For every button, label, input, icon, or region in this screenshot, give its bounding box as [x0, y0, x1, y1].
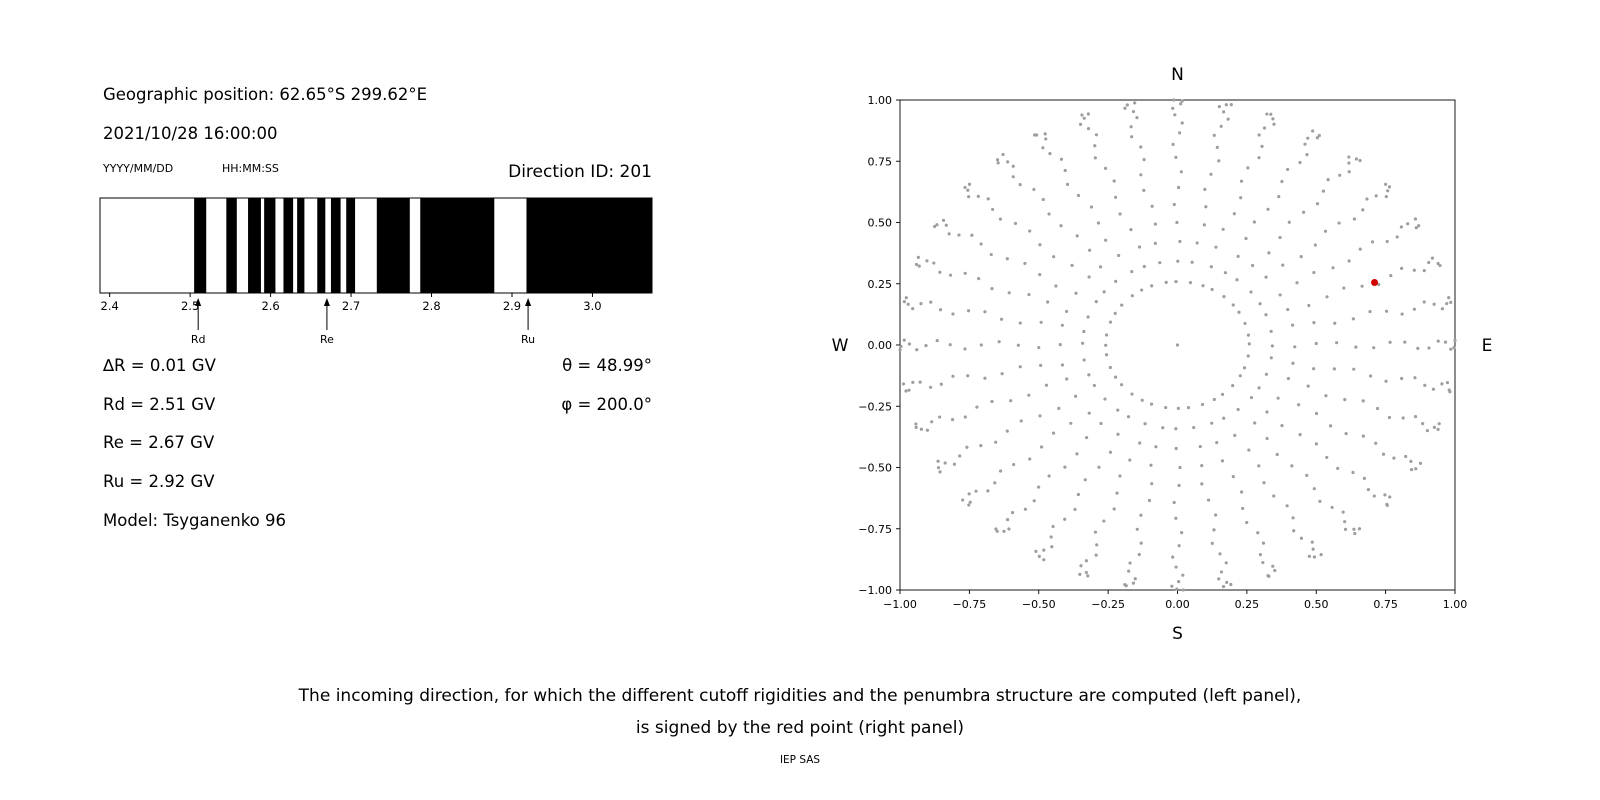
penumbra-tick-label: 2.4: [101, 299, 119, 313]
marker-label: Re: [320, 333, 334, 346]
skymap-y-tick-label: −1.00: [858, 584, 892, 597]
skymap-x-tick-label: −0.50: [1022, 598, 1056, 611]
penumbra-tick-label: 2.5: [181, 299, 199, 313]
skymap-x-tick-label: 0.25: [1235, 598, 1260, 611]
cutoff-rigidity-markers: Rd Re Ru: [191, 298, 535, 346]
penumbra-band: [330, 198, 341, 293]
skymap-y-tick-label: 0.75: [868, 155, 893, 168]
time-format-label: HH:MM:SS: [222, 162, 279, 175]
penumbra-band: [248, 198, 261, 293]
caption-line-2: is signed by the red point (right panel): [635, 718, 965, 738]
skymap-x-tick-label: −0.25: [1091, 598, 1125, 611]
penumbra-band: [194, 198, 207, 293]
penumbra-band: [526, 198, 652, 293]
penumbra-band: [264, 198, 276, 293]
skymap-y-tick-label: 0.50: [868, 217, 893, 230]
penumbra-chart-svg: 2.4 2.5 2.6 2.7 2.8 2.9 3.0 Rd Re Ru: [99, 197, 653, 346]
skymap-y-tick-label: 0.25: [868, 278, 893, 291]
geo-position-text: Geographic position: 62.65°S 299.62°E: [103, 85, 428, 104]
compass-south-label: S: [1172, 624, 1183, 644]
skymap-y-tick-label: 1.00: [868, 94, 893, 107]
penumbra-tick-label: 2.8: [422, 299, 440, 313]
direction-plot-svg: −1.00 −0.75 −0.50 −0.25 0.00 0.25 0.50 0.75 1.00…: [832, 65, 1493, 644]
skymap-y-tick-label: 0.00: [868, 339, 893, 352]
penumbra-band: [376, 198, 410, 293]
marker-arrow-head: [195, 298, 202, 306]
skymap-y-tick-label: −0.75: [858, 523, 892, 536]
compass-west-label: W: [832, 336, 849, 356]
penumbra-allowed-bands: [194, 198, 652, 293]
penumbra-band: [226, 198, 237, 293]
credit-text: IEP SAS: [779, 754, 821, 766]
skymap-x-tick-label: −1.00: [883, 598, 917, 611]
penumbra-band: [420, 198, 495, 293]
penumbra-band: [297, 198, 305, 293]
theta-value: θ = 48.99°: [562, 356, 652, 375]
compass-east-label: E: [1482, 336, 1493, 356]
skymap-x-tick-label: −0.75: [953, 598, 987, 611]
ru-value: Ru = 2.92 GV: [103, 472, 215, 491]
penumbra-tick-label: 2.7: [342, 299, 360, 313]
penumbra-band: [317, 198, 326, 293]
date-format-label: YYYY/MM/DD: [103, 162, 174, 175]
marker-label: Ru: [521, 333, 535, 346]
direction-id-label: Direction ID: 201: [508, 162, 652, 182]
skymap-y-tick-label: −0.50: [858, 462, 892, 475]
red-direction-point: [1371, 279, 1379, 287]
skymap-x-axis-ticks: −1.00 −0.75 −0.50 −0.25 0.00 0.25 0.50 0.75 1.00: [883, 590, 1467, 611]
skymap-x-tick-label: 1.00: [1443, 598, 1468, 611]
compass-north-label: N: [1171, 65, 1184, 85]
penumbra-tick-label: 2.6: [261, 299, 279, 313]
skymap-y-axis-ticks: −1.00 −0.75 −0.50 −0.25 0.00 0.25 0.50 0.75 1.00: [858, 94, 900, 597]
phi-value: φ = 200.0°: [561, 395, 652, 414]
skymap-x-tick-label: 0.75: [1373, 598, 1398, 611]
direction-grid-dots: [898, 98, 1457, 592]
model-label: Model: Tsyganenko 96: [103, 511, 287, 530]
delta-r-value: ∆R = 0.01 GV: [103, 356, 216, 375]
skymap-y-tick-label: −0.25: [858, 400, 892, 413]
penumbra-band: [346, 198, 356, 293]
marker-arrow-head: [323, 298, 330, 306]
datetime-text: 2021/10/28 16:00:00: [103, 124, 278, 143]
penumbra-plot-border: [99, 197, 653, 294]
skymap-x-tick-label: 0.00: [1165, 598, 1190, 611]
penumbra-tick-label: 3.0: [583, 299, 601, 313]
skymap-x-tick-label: 0.50: [1304, 598, 1329, 611]
caption-line-1: The incoming direction, for which the di…: [298, 686, 1302, 706]
penumbra-band: [283, 198, 294, 293]
marker-label: Rd: [191, 333, 206, 346]
re-value: Re = 2.67 GV: [103, 433, 215, 452]
marker-arrow-head: [525, 298, 532, 306]
penumbra-x-axis-ticks: 2.4 2.5 2.6 2.7 2.8 2.9 3.0: [101, 293, 602, 313]
penumbra-tick-label: 2.9: [503, 299, 521, 313]
rd-value: Rd = 2.51 GV: [103, 395, 216, 414]
